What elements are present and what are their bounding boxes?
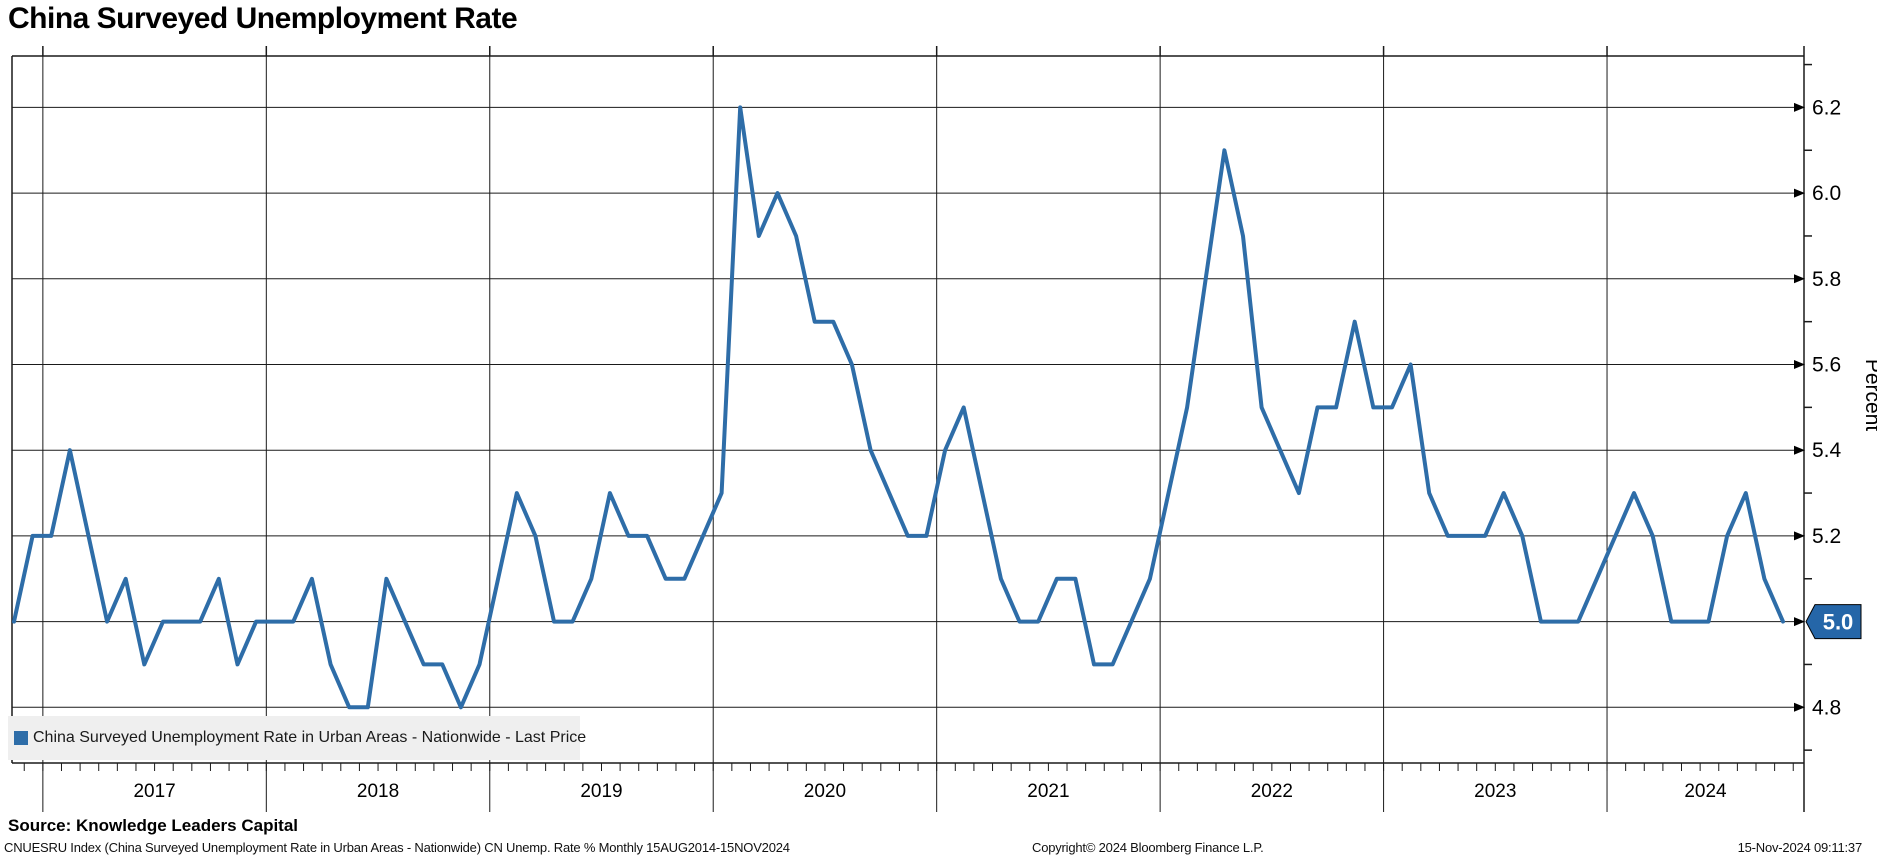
tick-arrow-icon	[1794, 531, 1805, 541]
x-axis-year-label: 2018	[357, 781, 399, 802]
tick-arrow-icon	[1794, 617, 1805, 627]
tick-arrow-icon	[1794, 102, 1805, 112]
legend-swatch-icon	[14, 731, 28, 745]
x-axis-year-label: 2017	[133, 781, 175, 802]
x-axis-year-label: 2019	[580, 781, 622, 802]
x-axis-year-label: 2021	[1027, 781, 1069, 802]
tick-arrow-icon	[1794, 188, 1805, 198]
y-axis-tick-label: 5.4	[1812, 439, 1842, 462]
legend[interactable]: China Surveyed Unemployment Rate in Urba…	[8, 716, 586, 760]
y-axis-tick-label: 5.2	[1812, 525, 1841, 548]
footer: Source: Knowledge Leaders Capital CNUESR…	[0, 814, 1877, 859]
plot-area: 4.8 5.2 5.4 5.6 5.8 6.0 6.2 2017 2018 2019 2020 202…	[11, 46, 1877, 812]
data-line	[12, 105, 1785, 710]
legend-label: China Surveyed Unemployment Rate in Urba…	[33, 729, 587, 746]
chart-canvas[interactable]: 4.8 5.2 5.4 5.6 5.8 6.0 6.2 2017 2018 2019 2020 202…	[0, 0, 1877, 814]
page-title: China Surveyed Unemployment Rate	[8, 2, 518, 35]
ticker-description: CNUESRU Index (China Surveyed Unemployme…	[4, 840, 790, 855]
tick-arrow-icon	[1794, 360, 1805, 370]
y-axis-title: Percent	[1861, 359, 1877, 432]
x-axis-year-label: 2022	[1251, 781, 1293, 802]
timestamp: 15-Nov-2024 09:11:37	[1737, 840, 1863, 855]
last-price-flag	[1805, 604, 1862, 640]
x-axis-year-label: 2024	[1684, 781, 1727, 802]
source-attribution: Source: Knowledge Leaders Capital	[8, 816, 299, 835]
x-axis-year-label: 2020	[804, 781, 846, 802]
y-axis-tick-label: 6.2	[1812, 96, 1841, 119]
tick-arrow-icon	[1794, 274, 1805, 284]
y-axis-tick-label: 4.8	[1812, 696, 1841, 719]
tick-arrow-icon	[1794, 702, 1805, 712]
y-axis-tick-label: 5.6	[1812, 354, 1841, 377]
y-axis-tick-label: 6.0	[1812, 182, 1841, 205]
y-axis-tick-label: 5.8	[1812, 268, 1841, 291]
x-axis-year-label: 2023	[1474, 781, 1516, 802]
tick-arrow-icon	[1794, 445, 1805, 455]
last-price-value: 5.0	[1823, 610, 1854, 635]
copyright-notice: Copyright© 2024 Bloomberg Finance L.P.	[1032, 840, 1264, 855]
